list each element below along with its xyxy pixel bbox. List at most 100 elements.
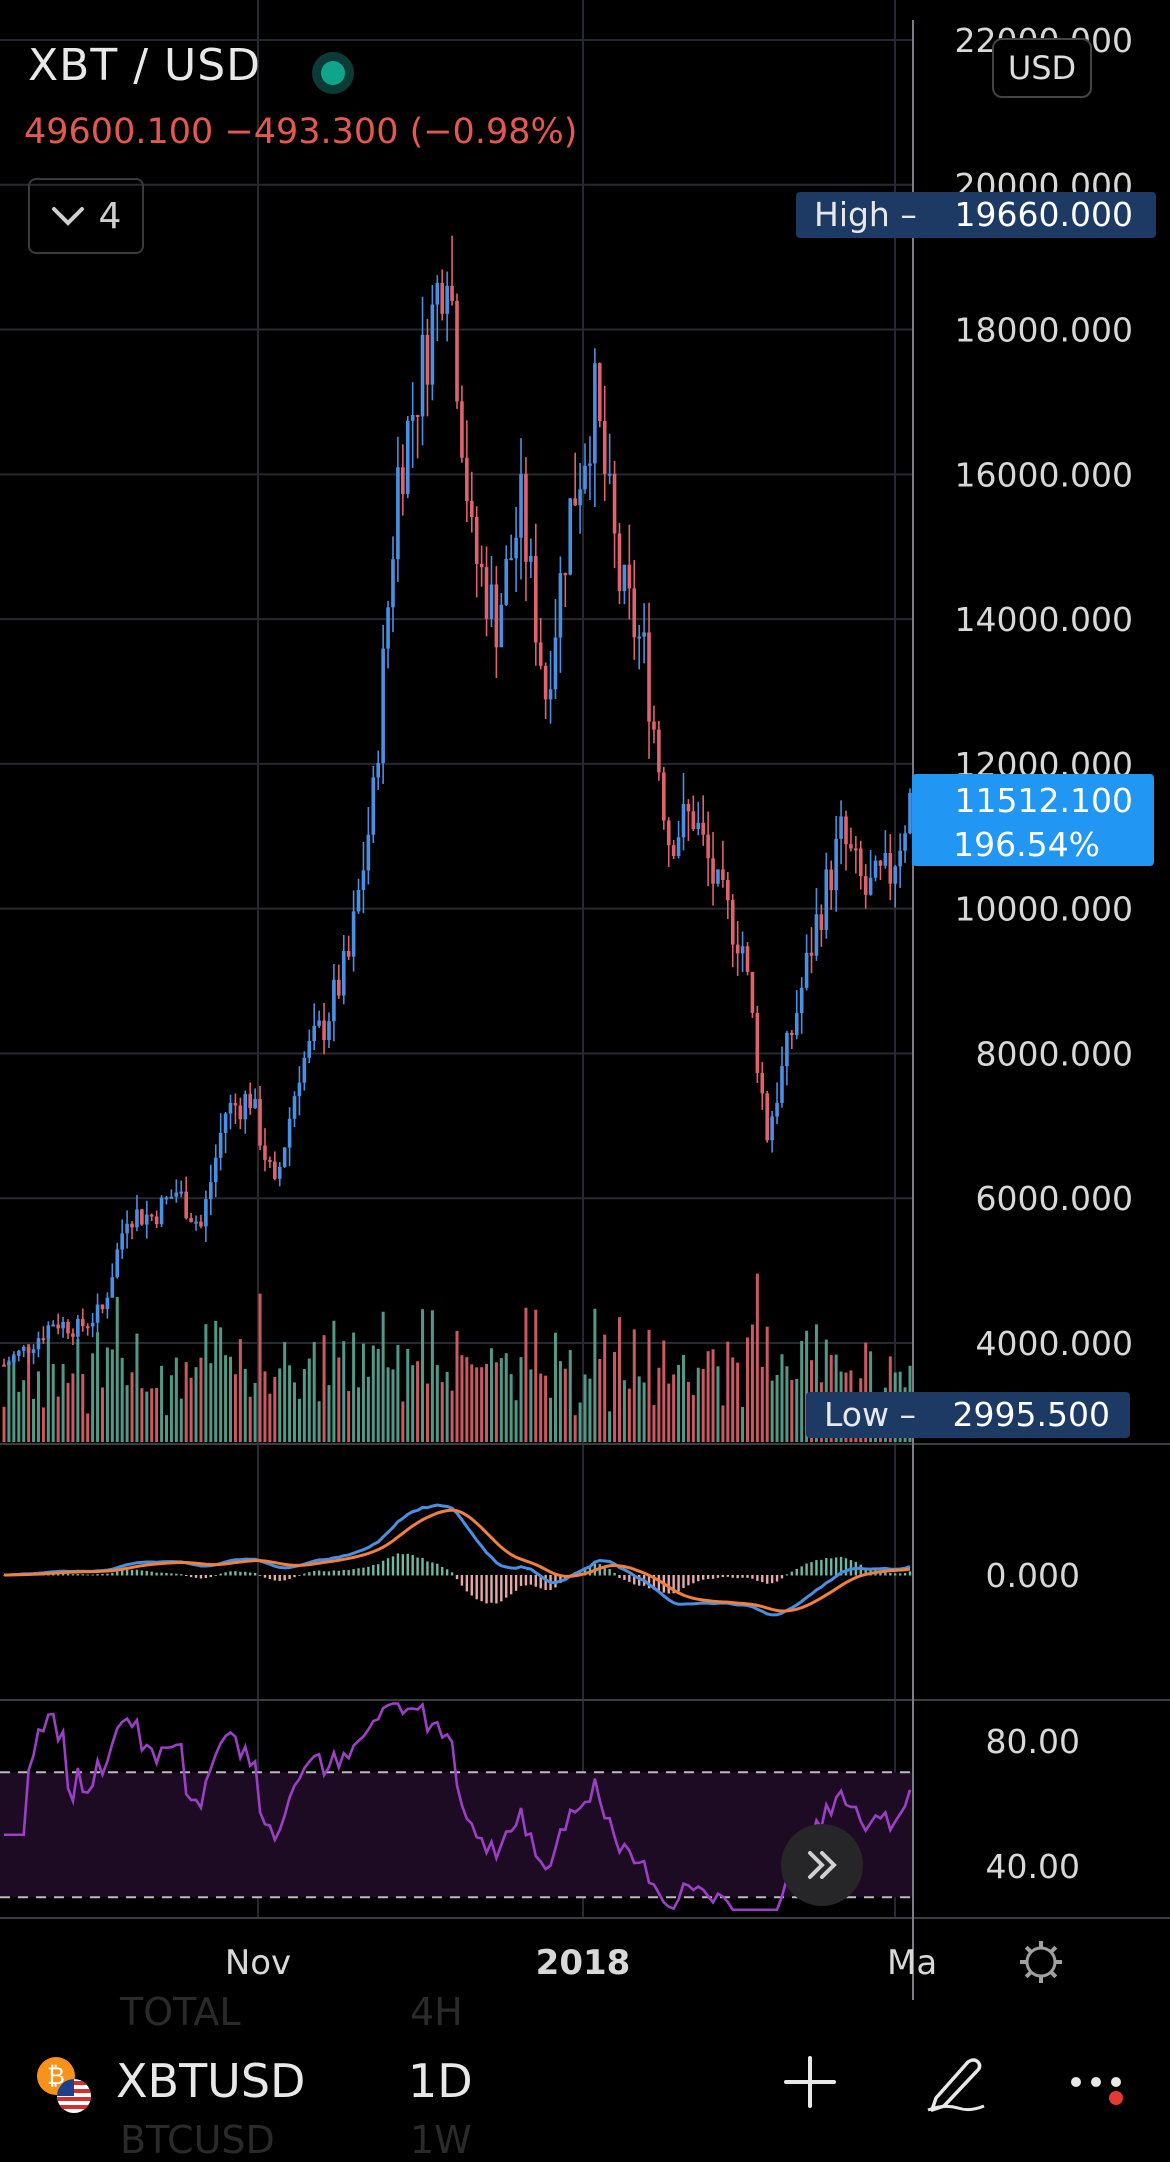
macd-histogram-bar xyxy=(839,1556,843,1576)
candle-body xyxy=(85,1326,90,1329)
symbol-selector[interactable]: XBTUSD xyxy=(116,2054,306,2108)
candle-body xyxy=(243,1093,248,1120)
candle-body xyxy=(415,414,420,417)
volume-bar xyxy=(741,1407,745,1442)
currency-button[interactable]: USD xyxy=(992,38,1092,98)
macd-histogram-bar xyxy=(785,1574,789,1576)
settings-gear-icon[interactable] xyxy=(1020,1941,1062,1983)
time-axis: Nov 2018 Ma xyxy=(225,1941,1062,1983)
candle-body xyxy=(548,689,553,700)
volume-bar xyxy=(160,1365,164,1442)
candle-body xyxy=(327,1021,331,1041)
candle-body xyxy=(371,777,376,835)
candle-body xyxy=(730,900,735,945)
volume-bar xyxy=(327,1385,331,1442)
volume-bar xyxy=(430,1310,434,1442)
low-tag-bg xyxy=(806,1392,1130,1438)
candle-body xyxy=(854,848,858,851)
volume-bar xyxy=(494,1362,498,1442)
volume-bar xyxy=(627,1388,631,1442)
macd-histogram-bar xyxy=(61,1573,65,1576)
candle-body xyxy=(888,853,893,884)
macd-histogram-bar xyxy=(106,1573,109,1576)
volume-bar xyxy=(214,1320,218,1442)
scroll-to-latest-button[interactable] xyxy=(781,1824,863,1906)
candle-body xyxy=(863,876,868,895)
volume-bar xyxy=(46,1337,50,1442)
volume-bar xyxy=(140,1388,144,1442)
volume-bar xyxy=(662,1340,666,1442)
volume-bar xyxy=(765,1326,769,1442)
macd-histogram-bar xyxy=(805,1563,808,1576)
candle-body xyxy=(474,517,479,564)
price-tags: High – 19660.000 Low – 2995.500 11512.100 196… xyxy=(796,192,1156,1438)
price-tick-label: 14000.000 xyxy=(955,600,1133,639)
macd-histogram-bar xyxy=(633,1575,636,1585)
add-button[interactable] xyxy=(780,2054,840,2110)
high-value: 19660.000 xyxy=(955,195,1133,234)
macd-histogram-bar xyxy=(303,1573,306,1576)
candle-body xyxy=(873,860,878,878)
candle-body xyxy=(834,838,838,891)
candle-body xyxy=(878,860,883,866)
volume-bar xyxy=(593,1308,597,1442)
candle-body xyxy=(509,558,513,561)
candle-body xyxy=(312,1025,317,1042)
candle-body xyxy=(790,1032,794,1036)
volume-bar xyxy=(243,1368,247,1442)
macd-histogram-bar xyxy=(170,1573,173,1576)
volume-bar xyxy=(553,1332,557,1442)
macd-histogram-bar xyxy=(362,1567,365,1576)
volume-bar xyxy=(66,1382,70,1442)
volume-bar xyxy=(672,1374,676,1442)
macd-histogram-bar xyxy=(539,1575,542,1589)
ghost-symbol: TOTAL xyxy=(120,1990,241,2034)
candle-body xyxy=(499,604,504,648)
candle-body xyxy=(504,559,509,605)
macd-histogram-bar xyxy=(263,1575,267,1578)
volume-bar xyxy=(312,1342,316,1442)
high-label: High – xyxy=(814,195,917,234)
macd-histogram-bar xyxy=(603,1566,606,1576)
macd-histogram-bar xyxy=(889,1572,892,1576)
macd-histogram-bar xyxy=(524,1575,528,1586)
candle-body xyxy=(780,1066,784,1103)
candle-body xyxy=(484,567,489,619)
price-tick-label: 8000.000 xyxy=(976,1034,1133,1073)
candle-body xyxy=(21,1346,26,1351)
macd-histogram-bar xyxy=(204,1575,208,1579)
candle-body xyxy=(46,1325,51,1339)
candle-body xyxy=(469,500,474,518)
macd-line xyxy=(3,1503,911,1617)
volume-bar xyxy=(224,1355,228,1442)
macd-histogram-bar xyxy=(120,1570,124,1576)
drawing-tools-button[interactable] xyxy=(924,2054,990,2112)
low-tag: Low – 2995.500 xyxy=(806,1392,1130,1438)
macd-histogram-bar xyxy=(505,1575,508,1598)
volume-bar xyxy=(667,1383,671,1442)
more-button[interactable] xyxy=(1068,2054,1132,2110)
macd-histogram-bar xyxy=(2,1575,6,1576)
candle-body xyxy=(386,607,390,649)
volume-bar xyxy=(445,1371,449,1442)
candle-body xyxy=(479,563,484,568)
volume-bar xyxy=(499,1358,503,1442)
indicators-toggle-button[interactable]: 4 xyxy=(28,178,144,254)
macd-histogram-bar xyxy=(381,1560,385,1576)
macd-histogram-bar xyxy=(165,1572,168,1576)
volume-bar xyxy=(613,1352,617,1442)
macd-histogram-bar xyxy=(189,1575,193,1578)
candle-body xyxy=(760,1073,765,1094)
macd-histogram-bar xyxy=(219,1573,222,1576)
volume-bar xyxy=(416,1361,420,1442)
volume-bar xyxy=(273,1376,277,1442)
macd-histogram-bar xyxy=(559,1575,562,1584)
volume-bar xyxy=(677,1364,681,1442)
volume-bar xyxy=(686,1381,690,1442)
volume-bar xyxy=(425,1383,429,1442)
volume-bar xyxy=(145,1391,149,1442)
timeframe-selector[interactable]: 1D xyxy=(408,2054,473,2108)
volume-bar xyxy=(179,1398,183,1442)
macd-histogram-bar xyxy=(125,1569,129,1576)
